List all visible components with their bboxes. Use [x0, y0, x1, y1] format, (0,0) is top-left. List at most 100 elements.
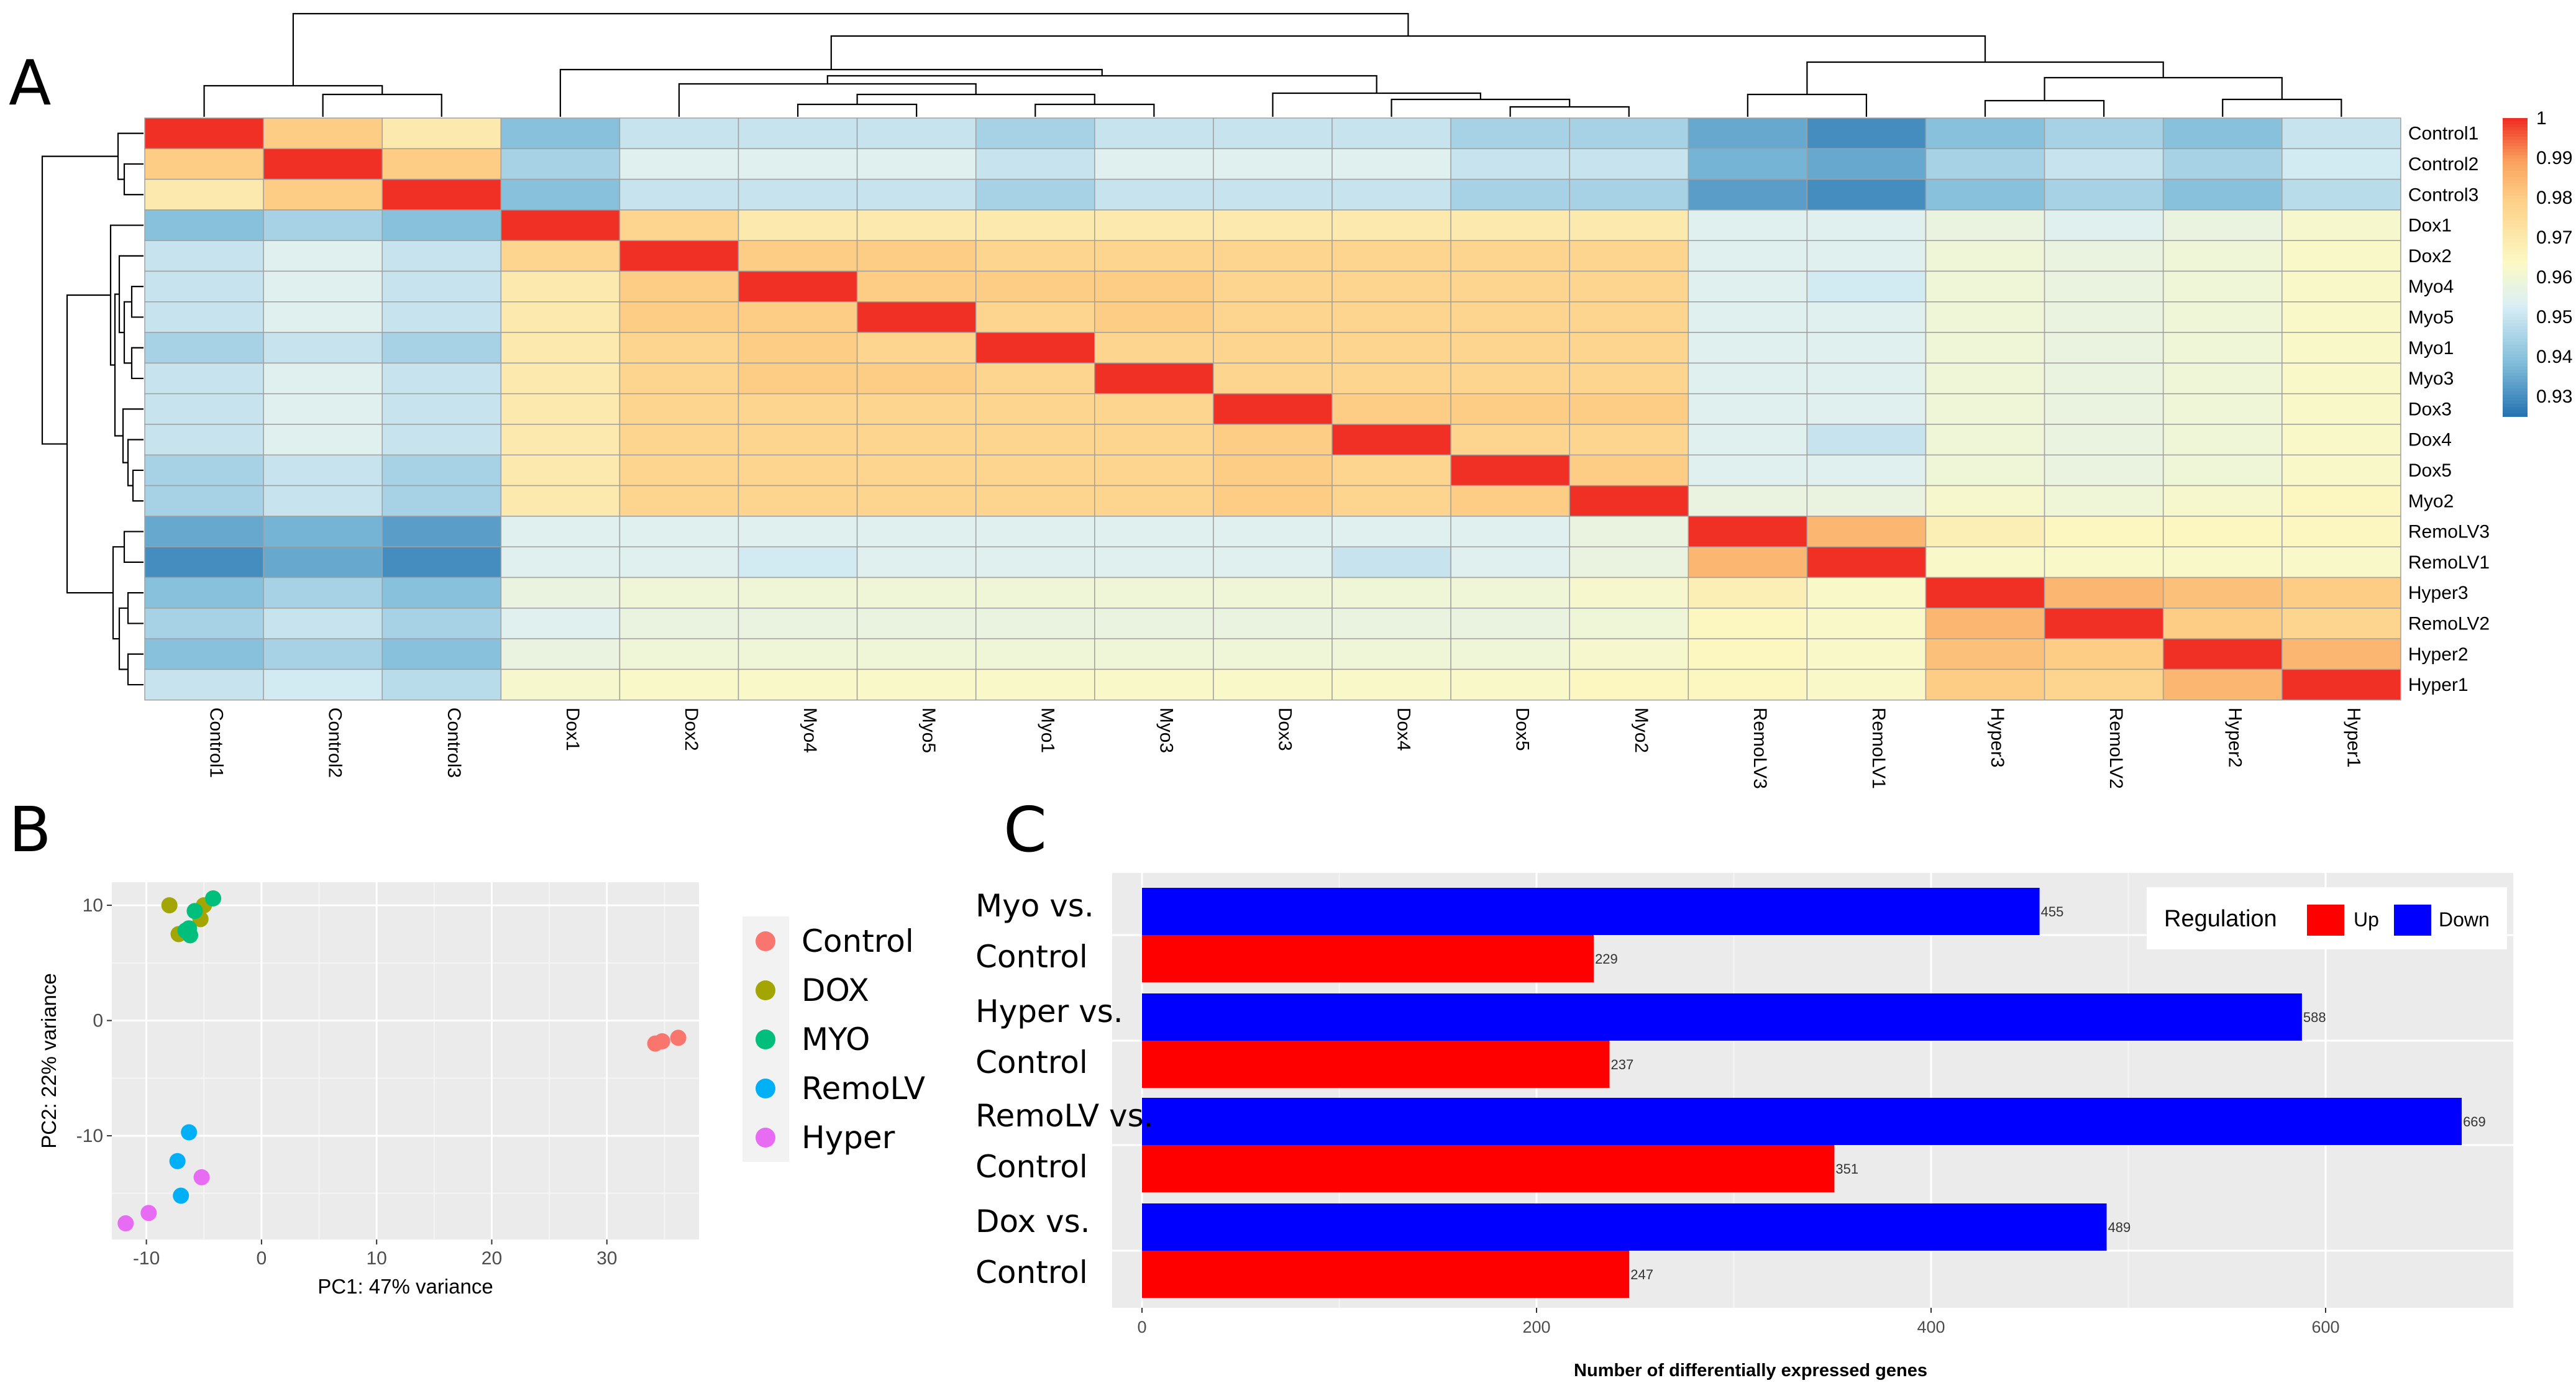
pca-point [181, 1124, 198, 1141]
heatmap-cell [619, 148, 739, 180]
heatmap-cell [2162, 608, 2283, 639]
heatmap-cell [2162, 301, 2283, 333]
colorbar-segment [2503, 370, 2528, 373]
heatmap-cell [1806, 608, 1927, 639]
heatmap-row-label: RemoLV1 [2408, 552, 2490, 573]
heatmap-cell [1450, 669, 1570, 701]
colorbar-tick-label: 1 [2536, 108, 2547, 129]
heatmap-column-label: RemoLV2 [2106, 708, 2126, 789]
colorbar-segment [2503, 143, 2528, 147]
colorbar-segment [2503, 137, 2528, 140]
colorbar-tick-label: 0.98 [2536, 188, 2572, 208]
colorbar-segment [2503, 391, 2528, 395]
colorbar-segment [2503, 363, 2528, 367]
colorbar-segment [2503, 311, 2528, 314]
colorbar-segment [2503, 301, 2528, 305]
heatmap-row-label: RemoLV2 [2408, 613, 2490, 634]
heatmap-cell [2162, 454, 2283, 486]
heatmap-cell [500, 240, 621, 272]
colorbar-segment [2503, 351, 2528, 355]
bar-up [1142, 1251, 1630, 1298]
heatmap-cell [2162, 332, 2283, 364]
heatmap-cell [619, 424, 739, 456]
pca-panel-background [112, 882, 699, 1239]
colorbar-segment [2503, 323, 2528, 327]
pca-x-axis-label: PC1: 47% variance [317, 1275, 493, 1298]
heatmap-cell [1094, 516, 1214, 547]
pca-x-tick-label: 20 [482, 1248, 502, 1269]
pca-legend-label: DOX [802, 972, 869, 1008]
pca-x-tick-label: -10 [133, 1248, 160, 1269]
heatmap-cell [1569, 393, 1689, 425]
colorbar-segment [2503, 360, 2528, 364]
heatmap-cell [2044, 270, 2164, 303]
colorbar-segment [2503, 348, 2528, 352]
pca-point [193, 1169, 210, 1185]
dendrogram-link [123, 301, 132, 364]
colorbar-segment [2503, 168, 2528, 171]
heatmap-cell [2281, 117, 2401, 150]
heatmap-cell [856, 117, 977, 150]
heatmap-cell [1331, 669, 1451, 701]
heatmap-cell [381, 608, 502, 639]
heatmap-cell [2162, 148, 2283, 180]
heatmap-cell [619, 362, 739, 395]
bar-down [1142, 888, 2040, 935]
heatmap-column-label: Dox4 [1394, 708, 1414, 751]
colorbar-segment [2503, 146, 2528, 150]
heatmap-cell [381, 301, 502, 333]
heatmap-cell [856, 669, 977, 701]
heatmap-cell [263, 608, 383, 639]
heatmap-cell [381, 178, 502, 211]
heatmap-cell [381, 117, 502, 150]
heatmap-cell [1806, 301, 1927, 333]
bar-x-tick-label: 0 [1137, 1318, 1146, 1336]
colorbar-segment [2503, 121, 2528, 125]
heatmap-cell [2044, 301, 2164, 333]
heatmap-cell [263, 301, 383, 333]
heatmap-cell [619, 516, 739, 547]
heatmap-cell [1213, 362, 1333, 395]
heatmap-cell [1925, 485, 2045, 517]
heatmap-cell [738, 424, 858, 456]
heatmap-cell [263, 332, 383, 364]
heatmap-cell [1806, 362, 1927, 395]
colorbar-segment [2503, 236, 2528, 240]
dendrogram-link [1984, 99, 2105, 117]
bar-value-label-up: 237 [1610, 1057, 1633, 1072]
heatmap-cell [1806, 209, 1927, 241]
heatmap-cell [975, 178, 1095, 211]
heatmap-cell [2281, 669, 2401, 701]
colorbar-segment [2503, 283, 2528, 286]
heatmap-cell [1331, 301, 1451, 333]
heatmap-cell [144, 148, 264, 180]
colorbar-tick-label: 0.94 [2536, 347, 2572, 367]
heatmap-cell [1925, 270, 2045, 303]
colorbar-segment [2503, 140, 2528, 144]
heatmap-cell [500, 270, 621, 303]
heatmap-cell [500, 516, 621, 547]
colorbar-segment [2503, 382, 2528, 386]
heatmap-cell [1569, 301, 1689, 333]
bar-legend-label-up: Up [2354, 908, 2379, 931]
heatmap-cell [856, 393, 977, 425]
pca-legend-key [756, 1079, 775, 1098]
dendrogram-link [1509, 106, 1630, 117]
heatmap-cell [1094, 485, 1214, 517]
heatmap-cell [1213, 485, 1333, 517]
heatmap-cell [975, 424, 1095, 456]
heatmap-cell [1569, 240, 1689, 272]
heatmap-cell [856, 148, 977, 180]
heatmap-cell [1925, 424, 2045, 456]
colorbar-segment [2503, 395, 2528, 398]
heatmap-cell [144, 209, 264, 241]
heatmap-cell [1094, 608, 1214, 639]
heatmap-cell [975, 485, 1095, 517]
heatmap-cell [2044, 117, 2164, 150]
heatmap-cell [619, 240, 739, 272]
colorbar-segment [2503, 258, 2528, 262]
heatmap-cell [2281, 362, 2401, 395]
heatmap-cell [856, 485, 977, 517]
heatmap-cell [2281, 209, 2401, 241]
heatmap-cell [1094, 669, 1214, 701]
